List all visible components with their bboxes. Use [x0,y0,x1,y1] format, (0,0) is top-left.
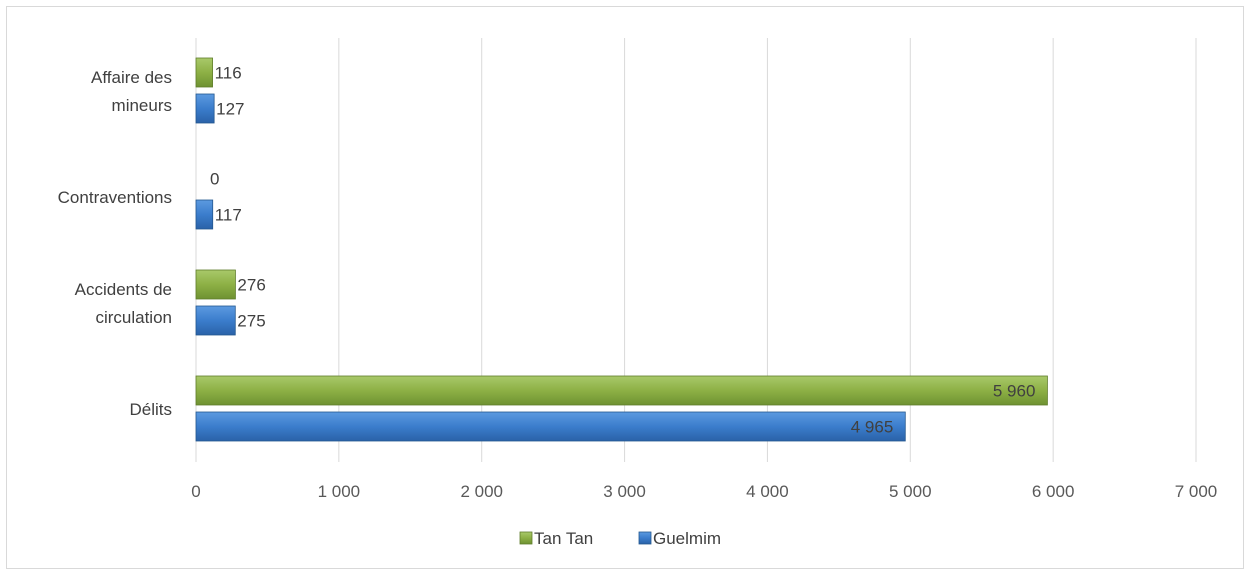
bar-guelmim-delits [195,411,906,442]
data-label-tan-tan-contraventions: 0 [210,170,219,189]
category-label-line: Contraventions [58,188,172,207]
data-label-tan-tan-affaire-des-mineurs: 116 [215,64,242,83]
bars [195,57,1048,442]
x-tick-label: 1 000 [318,482,361,501]
x-tick-label: 7 000 [1175,482,1218,501]
data-label-tan-tan-accidents-de-circulation: 276 [237,276,265,295]
category-label-line: mineurs [112,96,172,115]
category-label-accidents-de-circulation: Accidents de circulation [75,280,172,327]
bar-guelmim-accidents-de-circulation [195,305,236,336]
x-tick-label: 2 000 [460,482,503,501]
legend: Tan Tan Guelmim [519,529,721,548]
data-label-tan-tan-delits: 5 960 [993,382,1036,401]
category-label-line: circulation [95,308,172,327]
x-tick-label: 0 [191,482,200,501]
x-tick-label: 5 000 [889,482,932,501]
x-tick-label: 6 000 [1032,482,1075,501]
legend-label-guelmim: Guelmim [653,529,721,548]
data-label-guelmim-contraventions: 117 [215,206,242,225]
x-tick-label: 3 000 [603,482,646,501]
category-label-delits: Délits [129,400,172,419]
data-label-guelmim-delits: 4 965 [851,418,894,437]
x-axis: 0 1 000 2 000 3 000 4 000 5 000 6 000 7 000 [191,482,1217,501]
x-tick-label: 4 000 [746,482,789,501]
legend-swatch-guelmim [638,531,652,545]
bar-guelmim-contraventions [195,199,214,230]
data-labels: 5 960 4 965 276 275 0 117 116 127 [210,64,1035,437]
category-label-contraventions: Contraventions [58,188,172,207]
category-label-line: Affaire des [91,68,172,87]
data-label-guelmim-accidents-de-circulation: 275 [237,312,265,331]
data-label-guelmim-affaire-des-mineurs: 127 [216,100,244,119]
category-label-line: Accidents de [75,280,172,299]
legend-swatch-tan-tan [519,531,533,545]
category-axis: Délits Accidents de circulation Contraventi… [58,68,172,419]
bar-tan-tan-accidents-de-circulation [195,269,236,300]
bar-guelmim-affaire-des-mineurs [195,93,215,124]
legend-label-tan-tan: Tan Tan [534,529,593,548]
category-label-affaire-des-mineurs: Affaire des mineurs [91,68,172,115]
category-label-line: Délits [129,400,172,419]
bar-tan-tan-affaire-des-mineurs [195,57,213,88]
bar-tan-tan-delits [195,375,1048,406]
